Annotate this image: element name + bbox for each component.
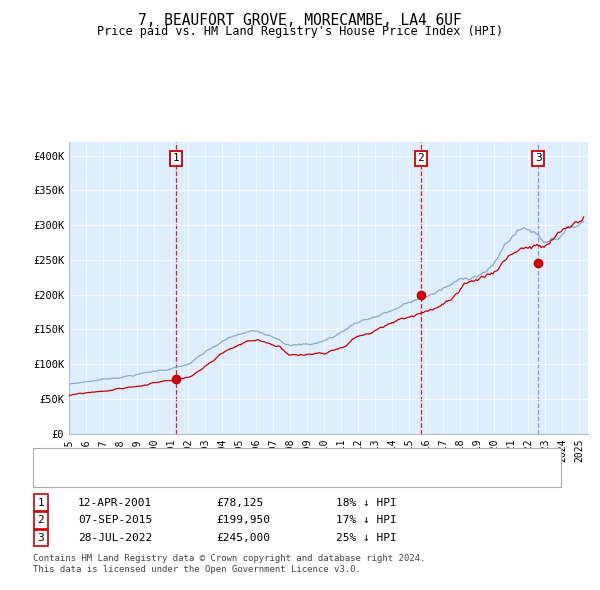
Text: 2: 2 xyxy=(418,153,424,163)
Text: This data is licensed under the Open Government Licence v3.0.: This data is licensed under the Open Gov… xyxy=(33,565,361,575)
Text: 12-APR-2001: 12-APR-2001 xyxy=(78,498,152,507)
Text: 7, BEAUFORT GROVE, MORECAMBE, LA4 6UF: 7, BEAUFORT GROVE, MORECAMBE, LA4 6UF xyxy=(138,13,462,28)
Text: Price paid vs. HM Land Registry's House Price Index (HPI): Price paid vs. HM Land Registry's House … xyxy=(97,25,503,38)
Text: £78,125: £78,125 xyxy=(216,498,263,507)
Text: 1: 1 xyxy=(173,153,179,163)
Text: £245,000: £245,000 xyxy=(216,533,270,543)
Text: 18% ↓ HPI: 18% ↓ HPI xyxy=(336,498,397,507)
Text: £199,950: £199,950 xyxy=(216,516,270,525)
Text: ——: —— xyxy=(45,470,63,484)
Text: 7, BEAUFORT GROVE, MORECAMBE, LA4 6UF (detached house): 7, BEAUFORT GROVE, MORECAMBE, LA4 6UF (d… xyxy=(81,454,419,464)
Text: 3: 3 xyxy=(37,533,44,543)
Text: Contains HM Land Registry data © Crown copyright and database right 2024.: Contains HM Land Registry data © Crown c… xyxy=(33,553,425,563)
Text: 1: 1 xyxy=(37,498,44,507)
Text: 07-SEP-2015: 07-SEP-2015 xyxy=(78,516,152,525)
Text: 17% ↓ HPI: 17% ↓ HPI xyxy=(336,516,397,525)
Text: 28-JUL-2022: 28-JUL-2022 xyxy=(78,533,152,543)
Text: 2: 2 xyxy=(37,516,44,525)
Text: 3: 3 xyxy=(535,153,542,163)
Text: 25% ↓ HPI: 25% ↓ HPI xyxy=(336,533,397,543)
Text: ——: —— xyxy=(45,451,63,467)
Text: HPI: Average price, detached house, Lancaster: HPI: Average price, detached house, Lanc… xyxy=(81,472,362,482)
